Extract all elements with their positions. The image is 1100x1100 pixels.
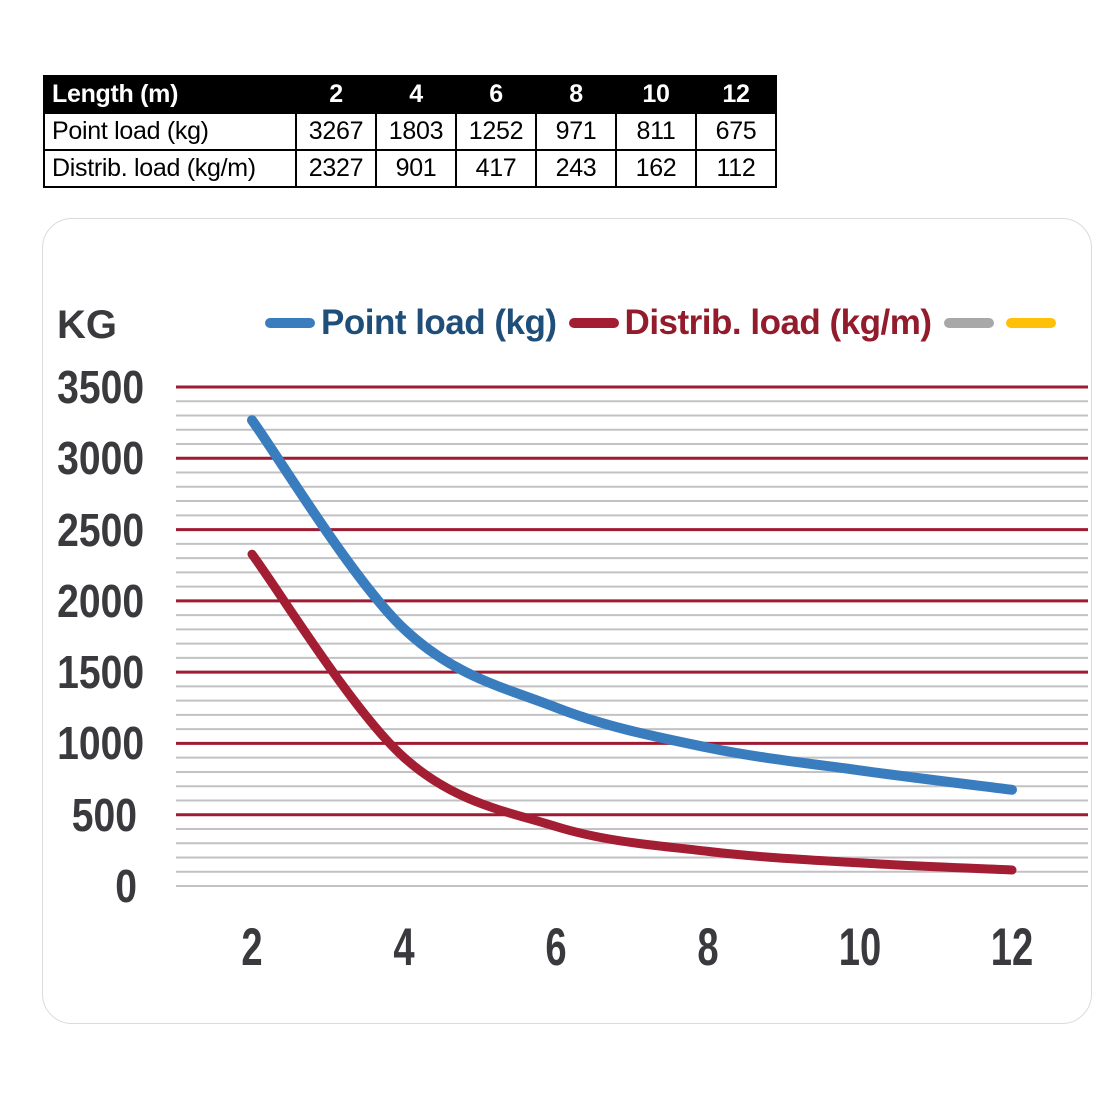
- row-label-cell: Distrib. load (kg/m): [43, 149, 297, 188]
- y-tick-label: 500: [71, 788, 137, 841]
- value-cell: 901: [375, 149, 457, 188]
- table-header-length: 10: [615, 75, 697, 114]
- x-tick-label: 2: [241, 918, 263, 977]
- table-header-length: 8: [535, 75, 617, 114]
- legend-dash-icon: [568, 318, 619, 328]
- value-cell: 1252: [455, 112, 537, 151]
- value-cell: 971: [535, 112, 617, 151]
- chart-panel: KG Point load (kg) Distrib. load (kg/m) 0…: [42, 218, 1092, 1024]
- y-tick-label: 2500: [57, 503, 145, 556]
- x-tick-label: 10: [838, 918, 882, 977]
- legend-item: [943, 318, 994, 328]
- legend-dash-icon: [1005, 318, 1056, 328]
- load-table: Length (m) 2 4 6 8 10 12 Point load (kg) 3267 18…: [43, 75, 777, 188]
- value-cell: 243: [535, 149, 617, 188]
- load-table-header-row: Length (m) 2 4 6 8 10 12: [43, 75, 777, 114]
- value-cell: 112: [695, 149, 777, 188]
- value-cell: 162: [615, 149, 697, 188]
- chart-legend: Point load (kg) Distrib. load (kg/m): [265, 301, 1056, 345]
- legend-item: [1005, 318, 1056, 328]
- y-tick-label: 1000: [57, 717, 145, 770]
- table-row: Distrib. load (kg/m) 2327 901 417 243 162 112: [43, 149, 777, 188]
- y-tick-label: 0: [115, 860, 137, 912]
- value-cell: 2327: [295, 149, 377, 188]
- x-tick-label: 4: [393, 918, 415, 977]
- line-chart: [176, 385, 1088, 887]
- value-cell: 675: [695, 112, 777, 151]
- legend-item: Point load (kg): [265, 303, 557, 343]
- legend-label: Distrib. load (kg/m): [624, 303, 932, 342]
- y-tick-label: 1500: [57, 646, 145, 699]
- legend-dash-icon: [943, 318, 994, 328]
- value-cell: 811: [615, 112, 697, 151]
- table-row: Point load (kg) 3267 1803 1252 971 811 675: [43, 112, 777, 151]
- value-cell: 1803: [375, 112, 457, 151]
- x-tick-label: 12: [990, 918, 1034, 977]
- y-axis-title: KG: [57, 303, 117, 347]
- legend-label: Point load (kg): [321, 303, 557, 342]
- x-tick-label: 6: [545, 918, 567, 977]
- row-label-cell: Point load (kg): [43, 112, 297, 151]
- legend-dash-icon: [265, 318, 315, 328]
- table-header-length: 2: [295, 75, 377, 114]
- table-header-length: 6: [455, 75, 537, 114]
- table-header-length: 12: [695, 75, 777, 114]
- value-cell: 3267: [295, 112, 377, 151]
- series-line: [247, 415, 1017, 795]
- y-tick-label: 2000: [57, 574, 145, 627]
- table-header-label: Length (m): [43, 75, 297, 114]
- y-tick-label: 3500: [57, 361, 145, 413]
- legend-item: Distrib. load (kg/m): [568, 303, 932, 343]
- series-line: [247, 549, 1017, 875]
- x-tick-label: 8: [697, 918, 719, 977]
- table-header-length: 4: [375, 75, 457, 114]
- y-tick-label: 3000: [57, 432, 145, 485]
- value-cell: 417: [455, 149, 537, 188]
